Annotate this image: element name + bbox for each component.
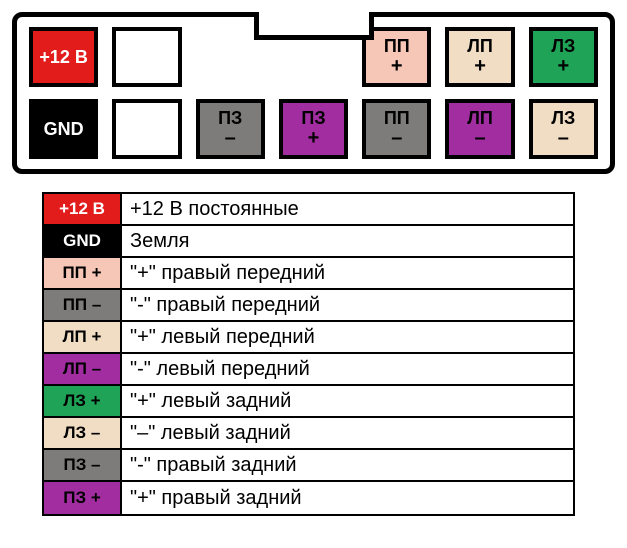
legend-row: ПЗ +"+" правый задний — [44, 482, 573, 514]
pin-polarity: – — [558, 128, 569, 149]
legend-row: GNDЗемля — [44, 226, 573, 258]
pin-label: ЛП — [467, 37, 493, 56]
legend-table: +12 В+12 В постоянныеGNDЗемляПП +"+" пра… — [42, 192, 575, 516]
connector-diagram: +12 ВПП+ЛП+ЛЗ+ GNDПЗ–ПЗ+ПП–ЛП–ЛЗ– — [12, 12, 615, 174]
legend-key: ПП – — [44, 290, 122, 320]
pin: ЛЗ+ — [529, 27, 598, 87]
legend-key: ЛЗ – — [44, 418, 122, 448]
legend-key: ЛЗ + — [44, 386, 122, 416]
legend-key: GND — [44, 226, 122, 256]
pin — [112, 27, 181, 87]
legend-key: ЛП + — [44, 322, 122, 352]
pin: ЛП– — [445, 99, 514, 159]
legend-desc: "-" левый передний — [122, 354, 573, 384]
legend-desc: "+" левый передний — [122, 322, 573, 352]
legend-key: ПЗ + — [44, 482, 122, 514]
legend-key: ЛП – — [44, 354, 122, 384]
pin-label: GND — [44, 120, 84, 139]
pin-polarity: + — [557, 56, 569, 77]
pin-label: ПЗ — [218, 109, 242, 128]
legend-row: ЛЗ –"–" левый задний — [44, 418, 573, 450]
legend-desc: "–" левый задний — [122, 418, 573, 448]
legend-desc: "-" правый задний — [122, 450, 573, 480]
legend-key: ПП + — [44, 258, 122, 288]
pin-label: +12 В — [39, 48, 88, 67]
legend-desc: "+" правый передний — [122, 258, 573, 288]
legend-desc: "+" правый задний — [122, 482, 573, 514]
pin-polarity: + — [308, 128, 320, 149]
pin: ПЗ+ — [279, 99, 348, 159]
legend-row: ЛП +"+" левый передний — [44, 322, 573, 354]
pin-label: ПП — [384, 37, 410, 56]
legend-desc: +12 В постоянные — [122, 194, 573, 224]
legend-row: ПЗ –"-" правый задний — [44, 450, 573, 482]
pin: ПП– — [362, 99, 431, 159]
pin-label: ЛЗ — [551, 37, 575, 56]
pin-polarity: + — [391, 56, 403, 77]
legend-row: ПП –"-" правый передний — [44, 290, 573, 322]
pin: ПЗ– — [196, 99, 265, 159]
legend-desc: Земля — [122, 226, 573, 256]
pin: ЛЗ– — [529, 99, 598, 159]
pin-label: ПП — [384, 109, 410, 128]
pin — [112, 99, 181, 159]
legend-desc: "+" левый задний — [122, 386, 573, 416]
legend-row: ЛП –"-" левый передний — [44, 354, 573, 386]
pin: +12 В — [29, 27, 98, 87]
pin-polarity: – — [391, 128, 402, 149]
legend-row: ЛЗ +"+" левый задний — [44, 386, 573, 418]
legend-row: +12 В+12 В постоянные — [44, 194, 573, 226]
pin-polarity: – — [225, 128, 236, 149]
pin-label: ПЗ — [301, 109, 325, 128]
pin-polarity: – — [474, 128, 485, 149]
pin-row-bottom: GNDПЗ–ПЗ+ПП–ЛП–ЛЗ– — [29, 99, 598, 159]
connector-notch — [254, 12, 374, 40]
legend-row: ПП +"+" правый передний — [44, 258, 573, 290]
legend-desc: "-" правый передний — [122, 290, 573, 320]
legend-key: ПЗ – — [44, 450, 122, 480]
pin: GND — [29, 99, 98, 159]
pin-label: ЛП — [467, 109, 493, 128]
legend-key: +12 В — [44, 194, 122, 224]
pin-label: ЛЗ — [551, 109, 575, 128]
pin: ЛП+ — [445, 27, 514, 87]
pin-polarity: + — [474, 56, 486, 77]
